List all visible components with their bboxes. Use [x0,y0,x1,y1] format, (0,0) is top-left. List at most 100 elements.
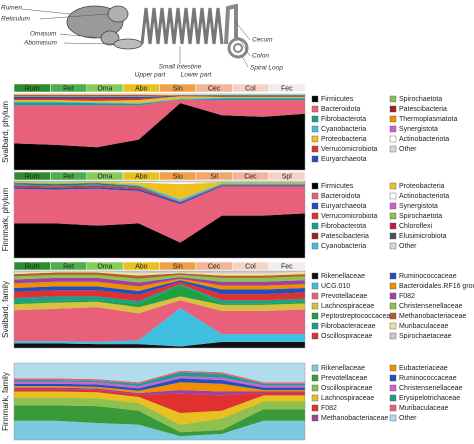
legend-label: Muribaculaceae [399,323,449,330]
area-band [14,300,305,342]
area-band [14,382,305,394]
small-intestine-shape [140,7,224,45]
area-band [14,103,305,170]
legend-label: Rikenellaceae [321,365,365,372]
legend-label: Lachnospiraceae [321,395,374,402]
section-label: Siu [173,173,183,180]
area-band [14,95,305,99]
area-band [14,376,305,389]
leader-line [21,8,71,15]
section-label: Sin [173,263,183,270]
legend-label: Synergistota [399,126,438,133]
illustration-label: Small Intestine [159,64,202,71]
legend-swatch [389,135,397,143]
plot-frame [13,93,306,171]
section-label: Spl [282,173,293,180]
legend-swatch [389,322,397,330]
illustration-label: Rumen [1,5,22,12]
area-band [14,184,305,203]
area-band [14,363,305,383]
legend-swatch [389,302,397,310]
section-label: Ret [63,85,74,92]
leader-line [233,19,251,41]
legend-label: Cyanobacteria [321,243,366,250]
area-band [14,184,305,202]
legend-swatch [389,272,397,280]
leader-line [241,55,249,68]
section-label: Fec [281,263,293,270]
legend-label: Fibrobacterota [321,116,366,123]
legend-label: Peptostreptococcaceae [321,313,394,320]
section-label: Abo [135,85,148,92]
legend-label: Firmicutes [321,96,354,103]
legend-swatch [389,202,397,210]
legend-swatch [311,242,319,250]
section-label: Oma [97,263,112,270]
legend-label: Euryarchaeota [321,156,367,163]
y-axis-label: Svalbard, phylum [1,101,10,163]
area-band [14,387,305,396]
legend-label: F082 [399,293,415,300]
leader-line [59,33,102,39]
area-band [14,370,305,384]
legend-swatch [389,384,397,392]
legend-swatch [389,145,397,153]
legend-swatch [311,302,319,310]
area-band [14,271,305,276]
legend-label: Ruminococcaceae [399,375,457,382]
legend-swatch [311,105,319,113]
legend-swatch [311,155,319,163]
area-band [14,272,305,279]
legend-label: Muribaculaceae [399,405,449,412]
legend-label: F082 [321,405,337,412]
area-band [14,378,305,391]
y-axis-label: Finnmark, phylum [1,187,10,251]
section-label: Rum [25,85,40,92]
gut-illustration: Rumen Reticulum Omasum Abomasum Small In… [1,3,283,79]
legend-swatch [311,232,319,240]
area-band [14,341,305,348]
legend-label: Fibrobacterota [321,223,366,230]
legend-swatch [311,145,319,153]
legend-swatch [311,322,319,330]
area-band [14,391,305,425]
illustration-label: Colon [252,53,269,60]
y-axis-label: Finnmark, family [1,372,10,431]
legend-label: Prevotellaceae [321,293,367,300]
legend-swatch [311,212,319,220]
spiral-loop-inner [233,43,243,53]
legend-label: Spirochaetaceae [399,333,452,340]
illustration-label: Upper part [135,72,167,79]
cecum-colon-shape [224,3,238,45]
legend-label: Christensenellaceae [399,385,463,392]
legend-swatch [311,182,319,190]
plot-frame [13,180,306,259]
legend-label: Verrucomicrobiota [321,146,378,153]
area-band [14,213,305,258]
section-label: Sil [210,173,218,180]
area-band [14,181,305,183]
legend-label: Proteobacteria [399,183,445,190]
legend-label: Fibrobacteraceae [321,323,376,330]
illustration-label: Abomasum [23,40,57,47]
legend-label: Firmicutes [321,183,354,190]
legend-label: Proteobacteria [321,136,367,143]
legend-swatch [311,414,319,422]
legend-swatch [389,232,397,240]
section-label: Rum [25,263,40,270]
leader-line [63,42,115,45]
legend-label: Patescibacteria [399,106,447,113]
legend-swatch [311,202,319,210]
legend-label: Other [399,243,417,250]
area-band [14,281,305,302]
legend-label: Thermoplasmatota [399,116,457,123]
legend-swatch [389,192,397,200]
illustration-label: Spiral Loop [250,65,283,72]
legend-label: Prevotellaceae [321,375,367,382]
legend-swatch [389,105,397,113]
legend-label: Actinobacteriota [399,193,449,200]
legend-label: Methanobacteriaceae [321,415,388,422]
legend-label: Bacteroidota [321,193,360,200]
section-label: Col [245,263,256,270]
legend-swatch [389,212,397,220]
